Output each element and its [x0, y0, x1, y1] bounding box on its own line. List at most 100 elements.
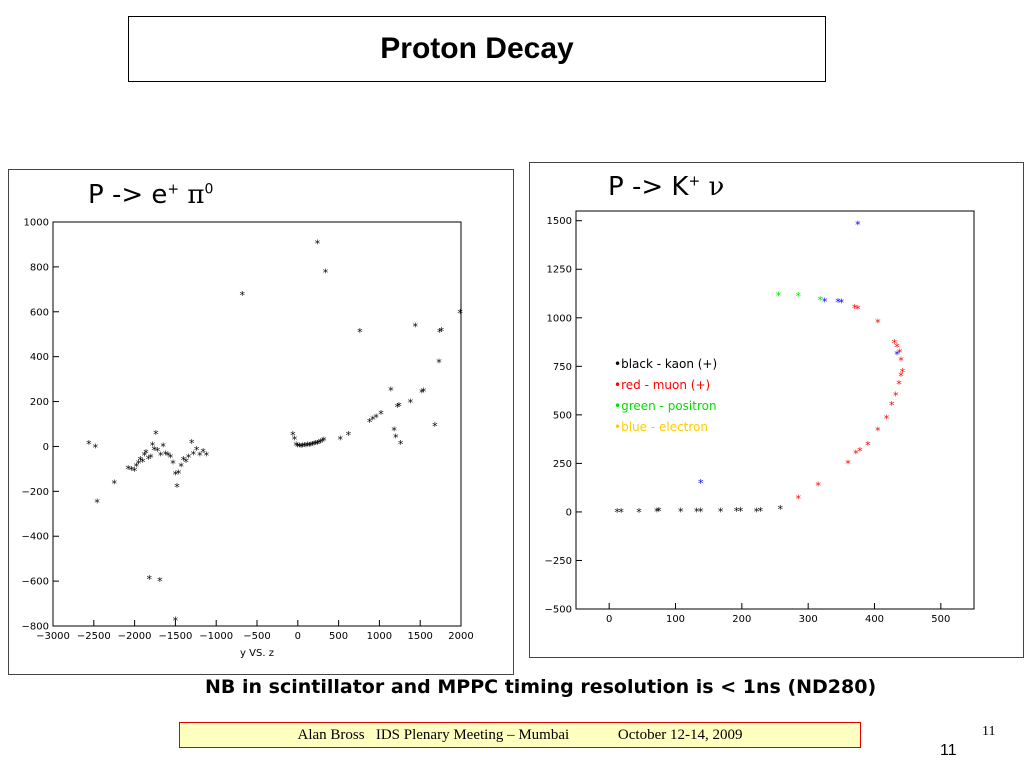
data-point: *: [240, 289, 246, 302]
svg-text:*: *: [408, 397, 414, 410]
data-point: *: [436, 356, 442, 369]
data-point: *: [718, 505, 724, 518]
data-point: *: [133, 461, 139, 474]
data-point: *: [884, 413, 890, 426]
data-point: *: [656, 505, 662, 518]
data-point: *: [160, 440, 166, 453]
svg-text:*: *: [181, 454, 187, 467]
svg-text:*: *: [142, 449, 148, 462]
slide-title: Proton Decay: [380, 32, 574, 65]
data-point: *: [176, 467, 182, 480]
svg-text:*: *: [300, 440, 306, 453]
svg-text:*: *: [313, 438, 319, 451]
svg-text:*: *: [636, 506, 642, 519]
svg-text:*: *: [183, 456, 189, 469]
data-point: *: [181, 454, 187, 467]
right-reaction-label: P -> K+ ν: [608, 172, 724, 202]
x-tick-label: 0: [606, 614, 612, 625]
y-tick-label: 1250: [547, 265, 572, 276]
svg-text:*: *: [165, 449, 171, 462]
data-point: *: [165, 449, 171, 462]
y-tick-label: 750: [553, 362, 572, 373]
y-tick-label: 600: [30, 307, 49, 318]
x-tick-label: −1500: [158, 631, 192, 642]
data-point: *: [817, 294, 823, 307]
data-point: *: [892, 337, 898, 350]
data-point: *: [413, 320, 419, 333]
page-number: 11: [982, 724, 996, 739]
data-point: *: [678, 505, 684, 518]
data-point: *: [323, 267, 329, 280]
data-point: *: [311, 439, 317, 452]
svg-text:*: *: [795, 290, 801, 303]
svg-text:*: *: [398, 438, 404, 451]
legend-item-kaon: •black - kaon (+): [614, 357, 718, 371]
data-point: *: [315, 438, 321, 451]
svg-text:*: *: [378, 408, 384, 421]
svg-text:*: *: [432, 420, 438, 433]
data-point: *: [439, 325, 445, 338]
data-point: *: [388, 384, 394, 397]
data-point: *: [316, 437, 322, 450]
data-point: *: [191, 448, 197, 461]
data-point: *: [183, 456, 189, 469]
data-point: *: [157, 575, 163, 588]
data-point: *: [370, 414, 376, 427]
svg-text:*: *: [898, 370, 904, 383]
svg-text:*: *: [855, 219, 861, 232]
data-point: *: [437, 326, 443, 339]
data-point: *: [357, 326, 363, 339]
plot-frame: [52, 221, 462, 627]
data-point: *: [321, 435, 327, 448]
left-reaction-label: P -> e+ π0: [88, 180, 213, 210]
legend-item-muon: •red - muon (+): [614, 378, 711, 392]
data-point: *: [146, 453, 152, 466]
svg-text:*: *: [457, 307, 463, 320]
svg-text:*: *: [204, 449, 210, 462]
x-tick-label: 1000: [367, 631, 392, 642]
data-point: *: [303, 440, 309, 453]
svg-text:*: *: [815, 480, 821, 493]
y-tick-label: 1000: [547, 313, 572, 324]
svg-text:*: *: [194, 444, 200, 457]
svg-text:*: *: [393, 431, 399, 444]
data-point: *: [815, 480, 821, 493]
right-legend: •black - kaon (+) •red - muon (+) •green…: [614, 354, 717, 438]
svg-text:*: *: [315, 438, 321, 451]
y-tick-label: 400: [30, 352, 49, 363]
data-point: *: [290, 429, 296, 442]
left-reaction-greek: π: [187, 180, 205, 210]
data-point: *: [654, 506, 660, 519]
svg-text:*: *: [297, 440, 303, 453]
timing-note: NB in scintillator and MPPC timing resol…: [205, 676, 877, 698]
data-point: *: [142, 449, 148, 462]
svg-text:*: *: [292, 434, 298, 447]
data-point: *: [408, 397, 414, 410]
left-chart-panel: −3000 −2500 −2000 −1500 −1000 −500 0 500 1000 150…: [8, 169, 514, 675]
svg-text:*: *: [160, 440, 166, 453]
data-point: *: [346, 429, 352, 442]
right-reaction-text: P -> K: [608, 172, 689, 202]
y-tick-label: −200: [22, 487, 49, 498]
data-point: *: [147, 573, 153, 586]
svg-text:*: *: [845, 457, 851, 470]
y-tick-label: 1500: [547, 216, 572, 227]
svg-text:*: *: [146, 453, 152, 466]
svg-text:*: *: [618, 506, 624, 519]
x-tick-label: 1500: [407, 631, 432, 642]
svg-text:*: *: [163, 448, 169, 461]
data-point: *: [163, 448, 169, 461]
svg-text:*: *: [157, 575, 163, 588]
svg-text:*: *: [158, 449, 164, 462]
svg-text:*: *: [337, 434, 343, 447]
footer-text: Alan Bross IDS Plenary Meeting – Mumbai …: [297, 726, 743, 743]
svg-text:*: *: [293, 439, 299, 452]
data-point: *: [396, 400, 402, 413]
svg-text:*: *: [795, 492, 801, 505]
svg-text:*: *: [698, 477, 704, 490]
data-point: *: [754, 505, 760, 518]
x-tick-label: −3000: [36, 631, 70, 642]
svg-text:*: *: [191, 448, 197, 461]
data-point: *: [178, 461, 184, 474]
x-axis-label: y VS. z: [240, 648, 274, 659]
